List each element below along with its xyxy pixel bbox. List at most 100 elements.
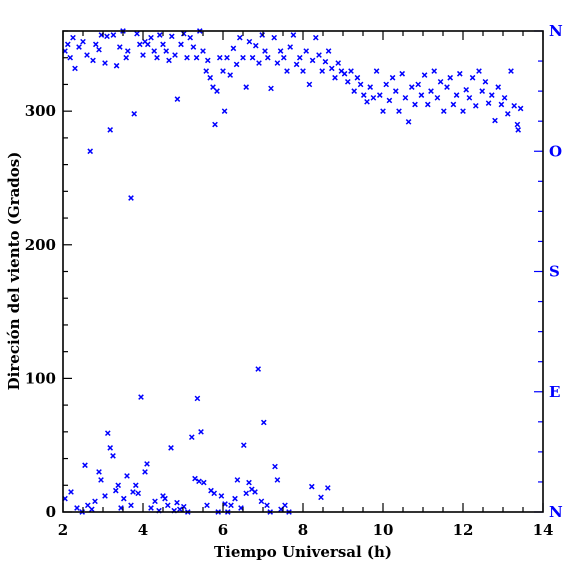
data-point [479,88,486,94]
data-point [392,88,399,94]
data-point [360,92,367,98]
data-point [440,108,447,114]
data-point [460,108,466,114]
data-point [92,498,98,505]
data-point [190,44,197,50]
data-point [221,108,228,114]
data-point [211,490,218,497]
axis-ticks-layer [62,30,544,513]
data-point [123,54,130,61]
data-point [234,477,241,483]
data-point [434,94,441,101]
data-point [104,33,110,40]
data-point [230,45,237,52]
data-point [508,68,514,74]
data-point [259,32,266,38]
data-point [274,60,281,66]
data-point [252,489,258,495]
data-point [264,502,270,509]
data-point [386,97,393,104]
x-tick-label: 2 [58,521,68,539]
data-point [236,34,243,41]
data-point [180,503,187,510]
data-point [152,498,158,505]
data-point [396,108,402,114]
data-point [511,102,518,109]
compass-label: N [549,503,563,521]
data-point [198,429,204,435]
data-point [287,44,294,50]
data-point [306,81,313,88]
data-point [277,48,284,54]
data-point [328,65,335,72]
data-point [136,41,143,48]
y-tick-label: 300 [25,102,56,120]
data-point [357,81,364,88]
data-point [290,32,297,38]
compass-label: S [549,263,560,281]
data-point [96,46,102,53]
data-point [335,60,342,66]
data-point [341,70,348,77]
data-point [318,494,324,501]
data-point [284,68,290,74]
data-point [124,48,131,54]
data-point [144,41,151,48]
y-tick-label: 200 [25,236,56,254]
compass-label: O [549,142,562,160]
data-point [224,54,230,61]
data-point [232,495,238,502]
tick-labels-layer: 2 4 6 8 10 12 14 0 100 200 300 N E S O N [25,22,563,539]
data-point [424,101,431,108]
data-point [104,430,111,436]
data-point [68,489,74,495]
data-point [514,121,521,128]
x-tick-label: 8 [298,521,308,539]
data-point [405,119,412,125]
data-point [88,506,95,513]
data-point [488,92,495,98]
data-point [515,127,522,133]
data-point [431,68,438,74]
data-point [272,463,278,470]
data-point [252,42,259,49]
data-point [456,70,463,77]
data-point [260,419,267,426]
data-point [164,502,171,509]
data-point [120,495,127,502]
data-point [168,445,174,451]
data-point [380,108,386,114]
data-point [216,54,223,61]
data-point [504,111,511,117]
data-point [264,54,271,61]
data-point [142,469,148,475]
data-point [444,84,450,90]
data-point [262,48,268,54]
data-point [348,68,354,74]
data-point [163,48,170,54]
data-point [196,478,202,485]
data-point [67,54,74,61]
data-point [98,477,104,483]
data-point [308,483,315,490]
data-point [402,94,409,101]
data-point [180,30,187,37]
data-point [115,482,122,489]
data-point [332,74,338,81]
data-point [246,479,252,486]
data-point [303,48,310,54]
data-point [80,38,86,45]
y-tick-label: 0 [46,503,56,521]
x-tick-label: 6 [218,521,228,539]
data-point [76,44,82,50]
data-point [148,505,154,511]
data-point [249,54,256,61]
data-point [72,65,78,72]
data-point [220,68,226,74]
data-point [364,98,370,105]
data-point [280,54,287,61]
data-point [495,84,502,90]
data-point [418,92,425,98]
data-point [517,105,524,112]
